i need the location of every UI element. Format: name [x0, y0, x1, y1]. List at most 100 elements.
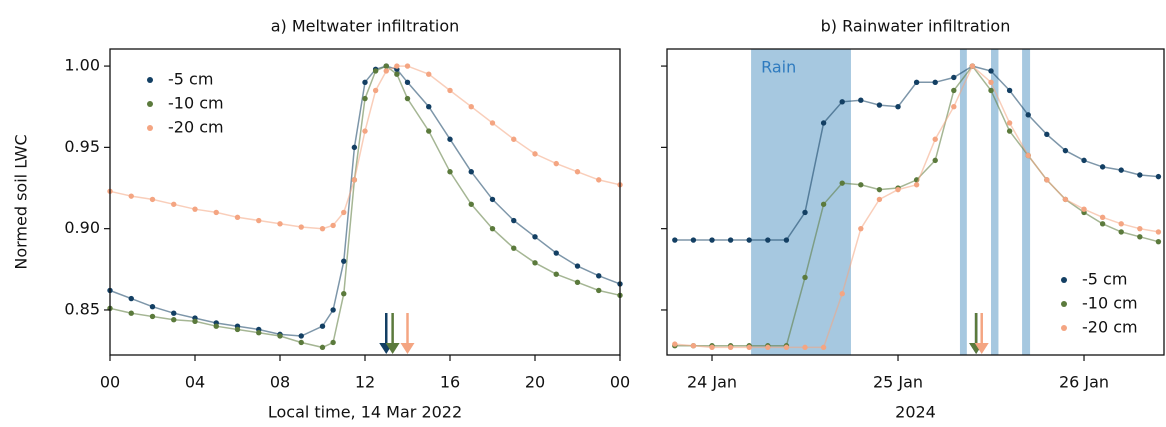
data-point — [298, 333, 304, 339]
data-point — [820, 201, 827, 207]
data-point — [1118, 229, 1124, 235]
data-point — [1044, 131, 1050, 138]
series-line — [109, 65, 621, 230]
data-point — [192, 318, 198, 325]
x-tick-label: 26 Jan — [1059, 373, 1109, 392]
data-point — [362, 95, 368, 102]
data-point — [532, 260, 538, 266]
data-point — [1099, 164, 1106, 170]
x-tick-label: 08 — [270, 373, 290, 392]
rain-label: Rain — [761, 58, 796, 77]
data-point — [709, 344, 715, 351]
data-point — [404, 95, 411, 102]
data-point — [876, 186, 883, 193]
legend-marker — [147, 101, 153, 107]
data-point — [149, 196, 156, 203]
legend-label: -10 cm — [168, 94, 224, 113]
data-point — [351, 144, 358, 151]
data-point — [489, 196, 496, 203]
y-tick-label: 0.90 — [64, 218, 100, 237]
data-point — [330, 222, 336, 229]
data-point — [330, 339, 336, 346]
data-point — [426, 104, 432, 110]
data-point — [192, 206, 198, 212]
data-point — [727, 237, 734, 243]
peak-arrow — [400, 313, 415, 354]
data-point — [372, 68, 379, 74]
data-point — [969, 63, 976, 69]
legend-label: -5 cm — [1082, 270, 1127, 289]
data-point — [951, 74, 957, 81]
legend-label: -20 cm — [1082, 318, 1138, 337]
data-point — [574, 263, 581, 269]
data-point — [1006, 87, 1013, 94]
data-point — [171, 201, 177, 207]
data-point — [426, 71, 432, 77]
data-point — [171, 317, 177, 323]
x-tick-label: 12 — [355, 373, 375, 392]
data-point — [1044, 177, 1050, 183]
data-point — [319, 323, 326, 329]
data-point — [234, 326, 241, 333]
data-point — [1137, 172, 1143, 178]
data-point — [362, 128, 368, 134]
data-point — [426, 128, 432, 134]
data-point — [489, 120, 496, 126]
data-point — [895, 186, 901, 193]
arrow-head — [400, 343, 415, 354]
data-point — [394, 63, 400, 69]
data-point — [1062, 196, 1069, 203]
data-point — [553, 271, 559, 277]
data-point — [1025, 112, 1031, 118]
x-tick-label: 24 Jan — [687, 373, 737, 392]
y-tick-label: 0.85 — [64, 299, 100, 318]
x-tick-label: 16 — [440, 373, 460, 392]
data-point — [876, 102, 883, 108]
data-point — [468, 201, 474, 207]
legend-marker — [1061, 301, 1067, 307]
data-point — [468, 104, 474, 110]
rain-band — [991, 49, 999, 355]
data-point — [783, 237, 790, 243]
data-point — [383, 63, 389, 69]
data-point — [341, 209, 347, 216]
plot-frame — [666, 48, 1165, 356]
data-point — [690, 343, 697, 349]
data-point — [1155, 229, 1162, 235]
data-point — [341, 291, 347, 297]
data-point — [362, 79, 368, 86]
data-point — [596, 273, 602, 279]
data-point — [532, 151, 538, 157]
data-point — [511, 217, 517, 224]
data-point — [298, 339, 304, 346]
rain-band — [1022, 49, 1031, 355]
data-point — [596, 287, 602, 294]
data-point — [1099, 221, 1106, 227]
data-point — [746, 237, 752, 243]
data-point — [802, 209, 808, 216]
data-point — [1025, 152, 1031, 159]
data-point — [839, 99, 845, 105]
data-point — [858, 225, 864, 232]
data-point — [1155, 173, 1162, 180]
data-point — [820, 344, 827, 351]
data-point — [672, 237, 678, 243]
data-point — [128, 295, 134, 302]
data-point — [447, 136, 453, 142]
panel-title: a) Meltwater infiltration — [271, 17, 460, 36]
x-tick-label: 25 Jan — [873, 373, 923, 392]
data-point — [574, 169, 581, 175]
data-point — [256, 217, 262, 224]
data-point — [672, 341, 678, 347]
data-point — [1137, 225, 1143, 232]
data-point — [709, 237, 715, 243]
data-point — [988, 79, 994, 86]
legend-marker — [1061, 277, 1067, 283]
data-point — [932, 157, 938, 164]
data-point — [511, 245, 517, 251]
data-point — [574, 279, 581, 286]
legend-label: -5 cm — [168, 70, 213, 89]
data-point — [277, 333, 283, 339]
data-point — [149, 304, 156, 310]
